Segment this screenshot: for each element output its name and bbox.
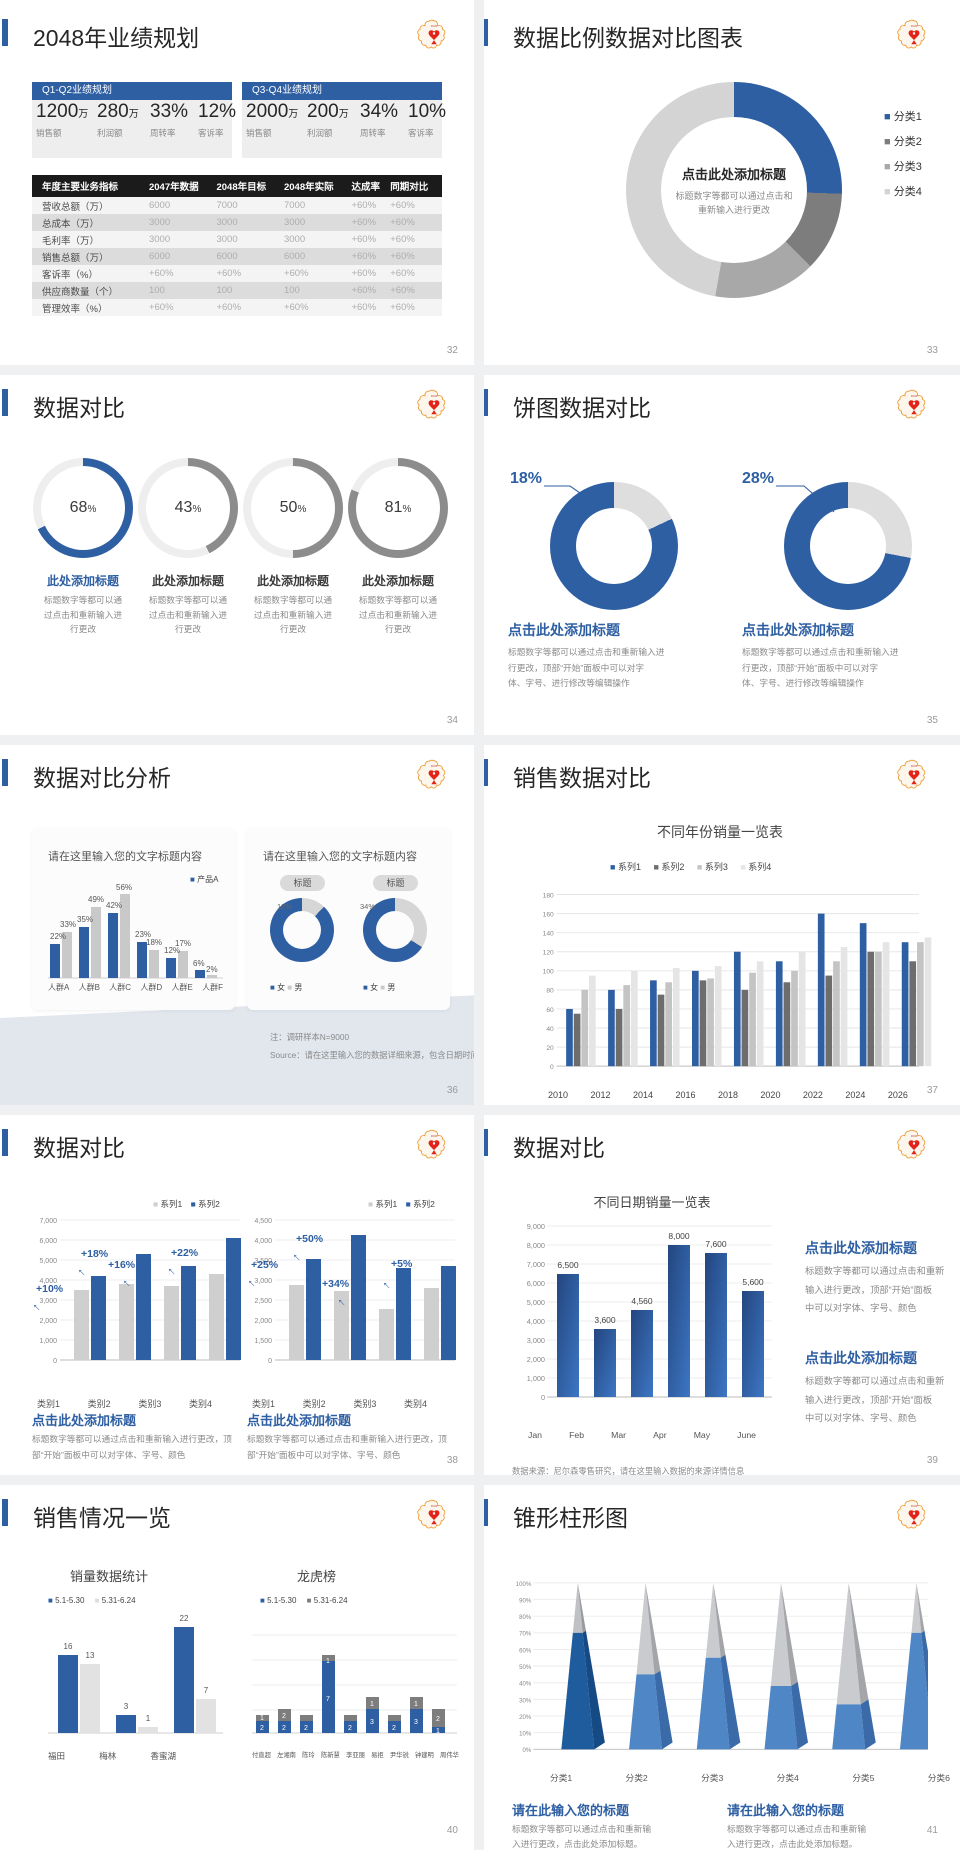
svg-text:2,000: 2,000 xyxy=(39,1318,57,1325)
svg-text:•••••: ••••• xyxy=(431,394,438,398)
svg-text:18%: 18% xyxy=(146,938,162,947)
svg-text:2,000: 2,000 xyxy=(527,1355,545,1364)
svg-text:20%: 20% xyxy=(519,1714,532,1721)
svg-text:3: 3 xyxy=(414,1719,418,1726)
svg-text:7: 7 xyxy=(326,1696,330,1703)
svg-text:8,000: 8,000 xyxy=(527,1241,545,1250)
svg-text:•••••: ••••• xyxy=(911,1504,918,1508)
svg-text:7,000: 7,000 xyxy=(527,1260,545,1269)
svg-text:160: 160 xyxy=(543,911,554,918)
svg-text:3,000: 3,000 xyxy=(39,1298,57,1305)
svg-text:2,000: 2,000 xyxy=(254,1318,272,1325)
svg-text:1,000: 1,000 xyxy=(527,1374,545,1383)
svg-text:3: 3 xyxy=(370,1719,374,1726)
svg-text:4,560: 4,560 xyxy=(631,1296,653,1306)
svg-text:2%: 2% xyxy=(206,965,218,974)
svg-text:35%: 35% xyxy=(77,915,93,924)
svg-text:1: 1 xyxy=(414,1701,418,1708)
svg-text:3,000: 3,000 xyxy=(527,1336,545,1345)
svg-text:2: 2 xyxy=(282,1725,286,1732)
svg-text:30%: 30% xyxy=(519,1697,532,1704)
svg-text:1,000: 1,000 xyxy=(39,1338,57,1345)
svg-text:2: 2 xyxy=(304,1725,308,1732)
svg-text:22: 22 xyxy=(180,1615,189,1623)
svg-text:100%: 100% xyxy=(516,1581,532,1588)
svg-text:4,000: 4,000 xyxy=(527,1317,545,1326)
svg-text:40: 40 xyxy=(546,1026,554,1033)
svg-text:•••••: ••••• xyxy=(911,1134,918,1138)
svg-text:70%: 70% xyxy=(519,1631,532,1638)
svg-text:5,000: 5,000 xyxy=(527,1298,545,1307)
svg-text:0: 0 xyxy=(268,1358,272,1365)
svg-text:0%: 0% xyxy=(523,1747,532,1754)
svg-text:7: 7 xyxy=(204,1686,209,1695)
svg-text:0: 0 xyxy=(550,1064,554,1071)
svg-text:40%: 40% xyxy=(519,1681,532,1688)
svg-text:80%: 80% xyxy=(519,1614,532,1621)
svg-text:0: 0 xyxy=(541,1393,545,1402)
svg-text:•••••: ••••• xyxy=(431,1504,438,1508)
svg-text:6,000: 6,000 xyxy=(39,1238,57,1245)
svg-text:1: 1 xyxy=(436,1728,440,1735)
svg-text:1: 1 xyxy=(260,1715,264,1722)
svg-text:20: 20 xyxy=(546,1045,554,1052)
svg-text:3: 3 xyxy=(124,1702,129,1711)
svg-text:2: 2 xyxy=(348,1725,352,1732)
svg-text:6,000: 6,000 xyxy=(527,1279,545,1288)
svg-text:•••••: ••••• xyxy=(431,24,438,28)
svg-text:5,000: 5,000 xyxy=(39,1258,57,1265)
svg-text:1: 1 xyxy=(370,1701,374,1708)
svg-text:2,500: 2,500 xyxy=(254,1298,272,1305)
svg-text:10%: 10% xyxy=(519,1731,532,1738)
svg-text:8,000: 8,000 xyxy=(668,1231,690,1241)
svg-text:2: 2 xyxy=(392,1725,396,1732)
svg-text:5,600: 5,600 xyxy=(742,1277,764,1287)
svg-text:42%: 42% xyxy=(106,901,122,910)
svg-text:•••••: ••••• xyxy=(431,764,438,768)
svg-text:•••••: ••••• xyxy=(911,394,918,398)
svg-text:•••••: ••••• xyxy=(911,24,918,28)
svg-text:16: 16 xyxy=(64,1642,73,1651)
svg-text:120: 120 xyxy=(543,950,554,957)
svg-text:80: 80 xyxy=(546,988,554,995)
svg-text:3,600: 3,600 xyxy=(594,1315,616,1325)
svg-text:60: 60 xyxy=(546,1007,554,1014)
svg-text:4,500: 4,500 xyxy=(254,1218,272,1225)
svg-text:0: 0 xyxy=(53,1358,57,1365)
svg-text:90%: 90% xyxy=(519,1597,532,1604)
svg-text:50%: 50% xyxy=(519,1664,532,1671)
svg-text:33%: 33% xyxy=(60,920,76,929)
svg-text:9,000: 9,000 xyxy=(527,1222,545,1231)
svg-text:•••••: ••••• xyxy=(911,764,918,768)
svg-text:140: 140 xyxy=(543,931,554,938)
svg-text:7,600: 7,600 xyxy=(705,1239,727,1249)
svg-text:7,000: 7,000 xyxy=(39,1218,57,1225)
svg-text:1: 1 xyxy=(326,1658,330,1665)
svg-text:2: 2 xyxy=(260,1725,264,1732)
svg-text:100: 100 xyxy=(543,969,554,976)
svg-text:1,500: 1,500 xyxy=(254,1338,272,1345)
svg-text:180: 180 xyxy=(543,892,554,899)
svg-text:1: 1 xyxy=(146,1714,151,1723)
svg-text:•••••: ••••• xyxy=(431,1134,438,1138)
svg-text:6%: 6% xyxy=(193,959,205,968)
svg-text:13: 13 xyxy=(86,1651,95,1660)
svg-text:2: 2 xyxy=(436,1716,440,1723)
svg-text:49%: 49% xyxy=(88,895,104,904)
svg-text:17%: 17% xyxy=(175,939,191,948)
svg-text:2: 2 xyxy=(282,1713,286,1720)
svg-text:56%: 56% xyxy=(116,883,132,892)
svg-text:60%: 60% xyxy=(519,1647,532,1654)
svg-text:6,500: 6,500 xyxy=(557,1260,579,1270)
svg-text:4,000: 4,000 xyxy=(254,1238,272,1245)
svg-text:22%: 22% xyxy=(50,932,66,941)
